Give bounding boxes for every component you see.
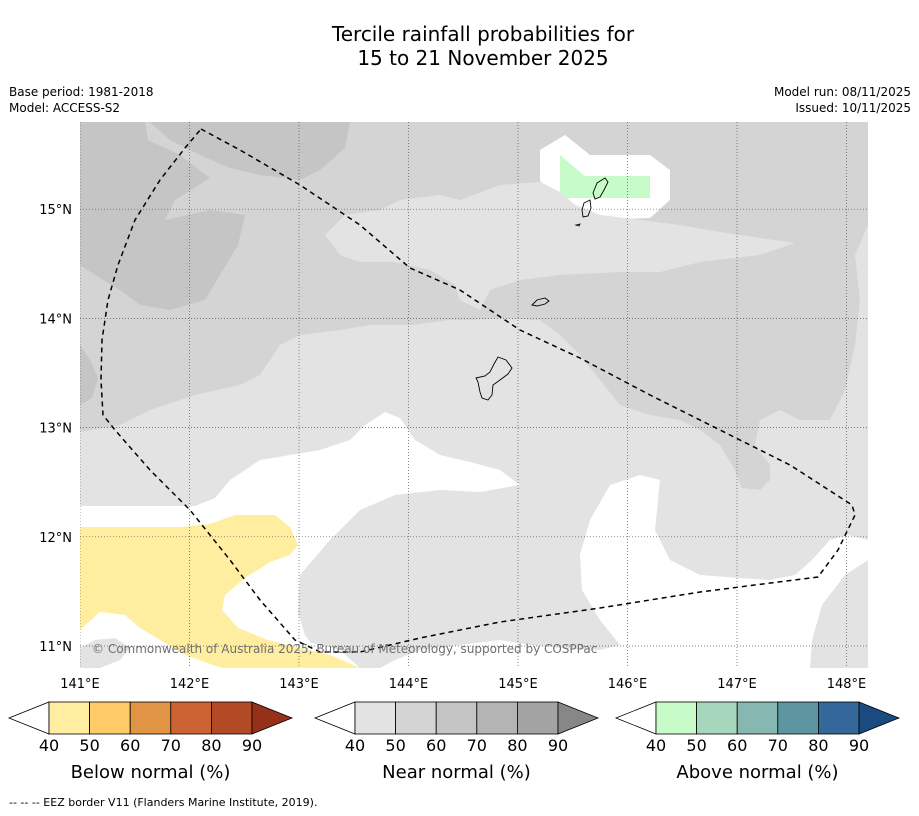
meta-right: Model run: 08/11/2025 Issued: 10/11/2025 [774, 84, 911, 116]
above-normal-40-region [560, 155, 650, 198]
colorbar-tick-label: 40 [345, 736, 365, 755]
colorbar-tick-label: 60 [727, 736, 747, 755]
white-region-lower-left [80, 612, 160, 665]
colorbar-title: Below normal (%) [71, 762, 231, 783]
colorbar-tick-label: 40 [39, 736, 59, 755]
lon-tick-label: 141°E [60, 677, 100, 692]
near-normal-60-region-north [150, 122, 350, 180]
colorbar-tick-label: 80 [201, 736, 221, 755]
lat-tick-label: 14°N [39, 312, 72, 327]
colorbar-tick-label: 70 [161, 736, 181, 755]
issued-date: Issued: 10/11/2025 [795, 101, 911, 115]
colorbar-segment [129, 701, 172, 735]
near-normal-40-band-north [325, 182, 795, 310]
model-run: Model run: 08/11/2025 [773, 85, 911, 99]
colorbar-segment [696, 701, 738, 735]
colorbars: 40 50 60 70 80 90 Below normal (%) 40 50 60 70 80 90… [7, 701, 901, 783]
lat-tick-label: 11°N [39, 640, 72, 655]
colorbar-segment [777, 701, 819, 735]
eez-border [100, 128, 856, 653]
latitude-labels: 11°N 12°N 13°N 14°N 15°N [39, 203, 72, 655]
colorbar-segment [818, 701, 860, 735]
colorbar-title: Above normal (%) [676, 762, 838, 783]
longitude-labels: 141°E 142°E 143°E 144°E 145°E 146°E 147°E 148°E [60, 677, 866, 692]
colorbar-segment [354, 701, 396, 735]
near-normal-60-region-west [80, 345, 98, 405]
island-aguijan [574, 223, 581, 227]
near-normal-60-region [80, 122, 245, 310]
lon-tick-label: 145°E [498, 677, 538, 692]
title-line-2: 15 to 21 November 2025 [357, 46, 609, 70]
title-line-1: Tercile rainfall probabilities for [331, 22, 635, 46]
colorbar-segment [517, 701, 559, 735]
lon-tick-label: 147°E [717, 677, 757, 692]
colorbar-tick-label: 60 [120, 736, 140, 755]
colorbar-segment [210, 701, 253, 735]
model-name: Model: ACCESS-S2 [9, 101, 121, 115]
colorbar-segment [476, 701, 518, 735]
island-tinian-saipan [592, 177, 609, 200]
colorbar-lower-extension [7, 701, 50, 735]
colorbar-lower-extension [614, 701, 657, 735]
lat-tick-label: 15°N [39, 203, 72, 218]
colorbar-tick-label: 90 [242, 736, 262, 755]
meta-left: Base period: 1981-2018 Model: ACCESS-S2 [9, 84, 154, 116]
island-rota [531, 297, 550, 307]
colorbar-title: Near normal (%) [382, 762, 531, 783]
colorbar-segment [435, 701, 478, 735]
map-area: © Commonwealth of Australia 2025, Bureau… [80, 122, 868, 668]
colorbar-tick-label: 70 [768, 736, 788, 755]
colorbar-1: 40 50 60 70 80 90 Below normal (%) [7, 701, 294, 783]
gridlines [80, 122, 868, 668]
colorbar-tick-label: 90 [849, 736, 869, 755]
lat-tick-label: 13°N [39, 422, 72, 437]
footnote-eez: -- -- -- EEZ border V11 (Flanders Marine… [9, 796, 318, 809]
lat-tick-label: 12°N [39, 531, 72, 546]
colorbar-tick-label: 80 [808, 736, 828, 755]
colorbar-tick-label: 50 [79, 736, 99, 755]
base-period: Base period: 1981-2018 [9, 85, 154, 99]
lon-tick-label: 144°E [389, 677, 429, 692]
colorbar-segment [48, 701, 90, 735]
colorbar-upper-extension [557, 701, 600, 735]
colorbar-segment [655, 701, 697, 735]
colorbar-upper-extension [858, 701, 901, 735]
lon-tick-label: 146°E [608, 677, 648, 692]
colorbar-segment [736, 701, 779, 735]
colorbar-upper-extension [251, 701, 294, 735]
near-normal-40-corner [80, 638, 130, 668]
island-tinian [581, 199, 592, 218]
map-title: Tercile rainfall probabilities for 15 to… [0, 22, 919, 70]
colorbar-tick-label: 70 [467, 736, 487, 755]
colorbar-3: 40 50 60 70 80 90 Above normal (%) [614, 701, 901, 783]
lon-tick-label: 142°E [170, 677, 210, 692]
colorbar-segment [395, 701, 437, 735]
colorbar-tick-label: 60 [426, 736, 446, 755]
colorbar-segment [89, 701, 131, 735]
colorbar-tick-label: 90 [548, 736, 568, 755]
copyright-notice: © Commonwealth of Australia 2025, Bureau… [92, 642, 597, 656]
lon-tick-label: 148°E [827, 677, 867, 692]
colorbar-2: 40 50 60 70 80 90 Near normal (%) [313, 701, 600, 783]
colorbar-tick-label: 50 [686, 736, 706, 755]
colorbar-tick-label: 80 [507, 736, 527, 755]
colorbar-lower-extension [313, 701, 356, 735]
colorbar-tick-label: 40 [646, 736, 666, 755]
colorbar-segment [170, 701, 212, 735]
colorbar-tick-label: 50 [385, 736, 405, 755]
below-normal-40-region [80, 515, 360, 668]
island-guam [475, 356, 513, 401]
lon-tick-label: 143°E [279, 677, 319, 692]
